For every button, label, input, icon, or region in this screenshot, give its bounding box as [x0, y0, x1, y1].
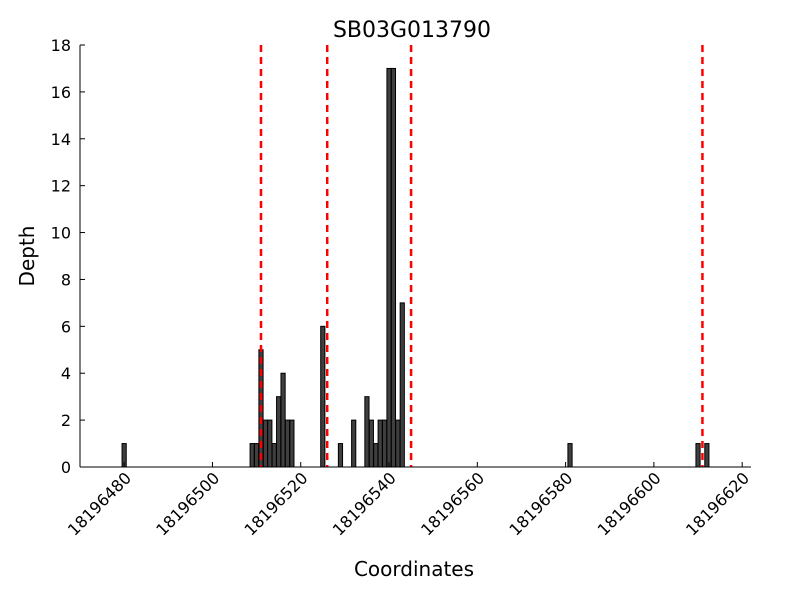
reference-lines — [259, 45, 704, 467]
bar — [280, 372, 286, 468]
bar — [320, 325, 326, 468]
bar — [271, 443, 277, 468]
bar — [399, 302, 405, 468]
y-tick-label: 18 — [51, 36, 71, 55]
y-tick-label: 10 — [51, 224, 71, 243]
x-tick-label: 18196500 — [152, 468, 223, 539]
bar — [249, 443, 255, 468]
x-tick-label: 18196520 — [241, 468, 312, 539]
bar — [390, 67, 397, 468]
bar — [395, 419, 401, 468]
y-tick-label: 8 — [61, 270, 71, 289]
x-tick-label: 18196560 — [417, 468, 488, 539]
bar — [284, 419, 291, 468]
y-tick-label: 2 — [61, 411, 71, 430]
bar — [351, 419, 357, 468]
bar — [262, 419, 268, 468]
bar — [267, 419, 273, 468]
x-tick-label: 18196620 — [682, 468, 753, 539]
x-tick-label: 18196600 — [594, 468, 665, 539]
bar — [368, 419, 374, 468]
x-axis-ticks: 18196480 18196500 18196520 18196540 18196560… — [64, 462, 753, 539]
bar — [289, 419, 295, 468]
y-tick-label: 14 — [51, 130, 71, 149]
bar — [567, 443, 573, 468]
x-tick-label: 18196480 — [64, 468, 135, 539]
y-axis-title: Depth — [15, 226, 39, 287]
y-axis-ticks: 0 2 4 6 8 10 12 14 16 18 — [51, 36, 85, 477]
x-axis-title: Coordinates — [354, 557, 474, 581]
y-tick-label: 4 — [61, 364, 71, 383]
bar — [373, 443, 379, 468]
bar-series — [121, 67, 710, 468]
axes — [79, 45, 751, 468]
y-tick-label: 12 — [51, 177, 71, 196]
bar — [704, 443, 710, 468]
bar — [382, 419, 388, 468]
bar — [386, 67, 392, 468]
bar — [695, 443, 701, 468]
bar — [253, 443, 260, 468]
y-tick-label: 16 — [51, 83, 71, 102]
bar — [276, 396, 282, 468]
x-tick-label: 18196540 — [329, 468, 400, 539]
bar — [377, 419, 383, 468]
chart-title: SB03G013790 — [333, 18, 491, 43]
x-tick-label: 18196580 — [505, 468, 576, 539]
y-tick-label: 0 — [61, 458, 71, 477]
bar — [364, 396, 370, 468]
bar — [337, 443, 344, 468]
y-tick-label: 6 — [61, 317, 71, 336]
